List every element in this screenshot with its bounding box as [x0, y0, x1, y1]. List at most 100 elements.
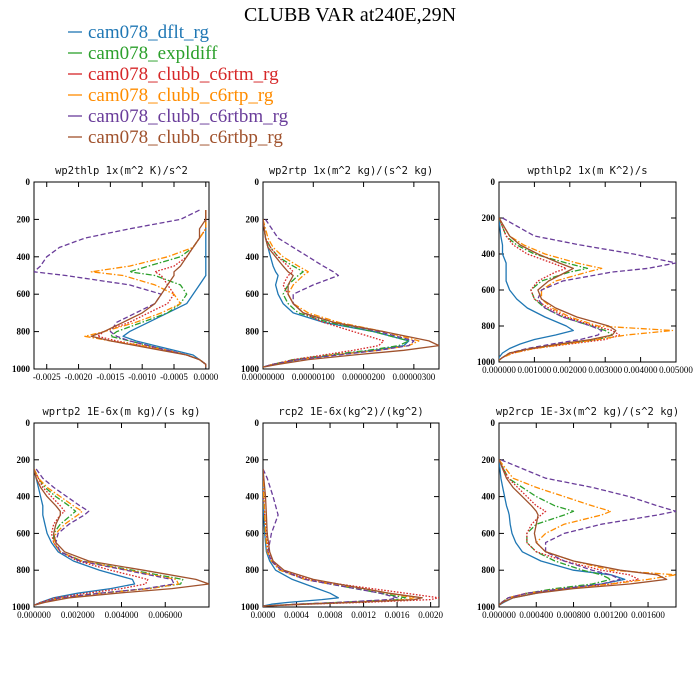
series-line [499, 217, 574, 361]
series-group [499, 217, 676, 361]
series-line [263, 468, 423, 607]
series-line [96, 210, 207, 368]
x-tick-label: 0.002000 [553, 365, 587, 375]
series-line [263, 468, 398, 607]
series-line [499, 459, 676, 606]
legend-entry: cam078_dflt_rg [88, 22, 210, 43]
plot-frame [498, 181, 677, 363]
y-tick-label: 800 [246, 327, 260, 337]
x-tick-label: 0.004000 [105, 610, 139, 620]
x-tick-label: 0.000800 [557, 610, 591, 620]
y-tick-label: 1000 [241, 364, 260, 374]
series-line [263, 469, 407, 607]
panel: wp2rtp 1x(m^2 kg)/(s^2 kg) 0 200 400 600 800 1… [241, 165, 440, 382]
series-line [122, 210, 207, 368]
y-tick-label: 0 [255, 177, 260, 187]
x-tick-label: 0.0008 [318, 610, 343, 620]
x-tick-label: 0.00000300 [392, 372, 435, 382]
series-line [34, 468, 209, 606]
series-line [499, 217, 676, 361]
x-tick-label: -0.0020 [65, 372, 93, 382]
y-tick-label: 400 [17, 492, 31, 502]
series-line [263, 219, 415, 368]
y-tick-label: 0 [26, 418, 31, 428]
y-tick-label: 200 [17, 455, 31, 465]
panels: wp2thlp 1x(m^2 K)/s^202004006008001000-0… [12, 165, 693, 620]
y-tick-label: 400 [246, 252, 260, 262]
x-tick-label: 0.004000 [624, 365, 658, 375]
plot-frame [262, 422, 440, 608]
x-tick-label: 0.003000 [588, 365, 622, 375]
panel: wpthlp2 1x(m K^2)/s020040060080010000.00… [477, 165, 693, 375]
y-tick-label: 1000 [477, 357, 496, 367]
legend-entry: cam078_expldiff [88, 43, 218, 64]
y-tick-label: 1000 [12, 364, 31, 374]
series-line [263, 219, 420, 368]
panel-title: wprtp2 1E-6x(m kg)/(s kg) [42, 406, 200, 418]
panel-title: rcp2 1E-6x(kg^2)/(kg^2) [278, 406, 423, 418]
x-tick-label: 0.00000100 [292, 372, 335, 382]
y-tick-label: 200 [482, 213, 496, 223]
plot-frame [262, 181, 440, 370]
y-tick-label: 0 [491, 177, 496, 187]
x-tick-label: 0.0012 [351, 610, 376, 620]
legend-entry: cam078_clubb_c6rtm_rg [88, 64, 279, 85]
x-tick-label: 0.0000 [193, 372, 218, 382]
legend-entry: cam078_clubb_c6rtp_rg [88, 85, 274, 106]
series-line [499, 217, 617, 361]
y-tick-label: 800 [246, 565, 260, 575]
y-tick-label: 600 [17, 289, 31, 299]
panel: wp2thlp 1x(m^2 K)/s^202004006008001000-0… [12, 165, 219, 382]
series-line [499, 217, 621, 361]
figure-title: CLUBB VAR at240E,29N [244, 4, 456, 26]
y-tick-label: 600 [17, 528, 31, 538]
series-line [34, 468, 184, 606]
x-tick-label: 0.001600 [631, 610, 665, 620]
x-tick-label: 0.0000 [251, 610, 276, 620]
series-line [263, 219, 439, 368]
panel: wprtp2 1E-6x(m kg)/(s kg) 0 200 400 600 800 10… [12, 406, 210, 620]
x-tick-label: 0.001000 [518, 365, 552, 375]
x-tick-label: 0.000000 [482, 365, 516, 375]
y-tick-label: 200 [246, 214, 260, 224]
series-group [34, 209, 207, 368]
series-line [499, 459, 640, 606]
legend-entry: cam078_clubb_c6rtbm_rg [88, 106, 289, 127]
y-tick-label: 0 [255, 418, 260, 428]
legend-entry: cam078_clubb_c6rtbp_rg [88, 127, 283, 148]
y-tick-label: 0 [491, 418, 496, 428]
series-line [499, 459, 676, 606]
panel: wp2rcp 1E-3x(m^2 kg)/(s^2 kg)0 200 400 600 8… [477, 406, 679, 620]
y-tick-label: 600 [246, 528, 260, 538]
y-tick-label: 400 [246, 492, 260, 502]
plot-frame [33, 181, 210, 370]
series-line [499, 459, 668, 606]
y-tick-label: 600 [246, 289, 260, 299]
x-tick-label: 0.000000 [17, 610, 51, 620]
y-tick-label: 800 [482, 321, 496, 331]
x-tick-label: -0.0010 [128, 372, 156, 382]
x-tick-label: 0.0020 [418, 610, 443, 620]
y-tick-label: 400 [482, 492, 496, 502]
y-tick-label: 800 [17, 327, 31, 337]
series-group [34, 468, 209, 606]
x-tick-label: 0.005000 [659, 365, 693, 375]
y-tick-label: 400 [17, 252, 31, 262]
y-tick-label: 200 [17, 214, 31, 224]
panel-title: wp2rtp 1x(m^2 kg)/(s^2 kg) [269, 165, 433, 177]
series-group [263, 468, 439, 607]
series-line [34, 468, 136, 606]
y-tick-label: 0 [26, 177, 31, 187]
x-tick-label: 0.001200 [594, 610, 628, 620]
series-line [499, 217, 674, 361]
x-tick-label: 0.000400 [519, 610, 553, 620]
x-tick-label: -0.0025 [33, 372, 61, 382]
series-group [263, 219, 439, 368]
series-line [34, 468, 180, 606]
x-tick-label: 0.00000000 [242, 372, 285, 382]
series-line [263, 469, 439, 607]
y-tick-label: 1000 [241, 602, 260, 612]
y-tick-label: 200 [246, 455, 260, 465]
series-line [499, 459, 612, 606]
legend: cam078_dflt_rgcam078_expldiffcam078_club… [68, 22, 289, 148]
